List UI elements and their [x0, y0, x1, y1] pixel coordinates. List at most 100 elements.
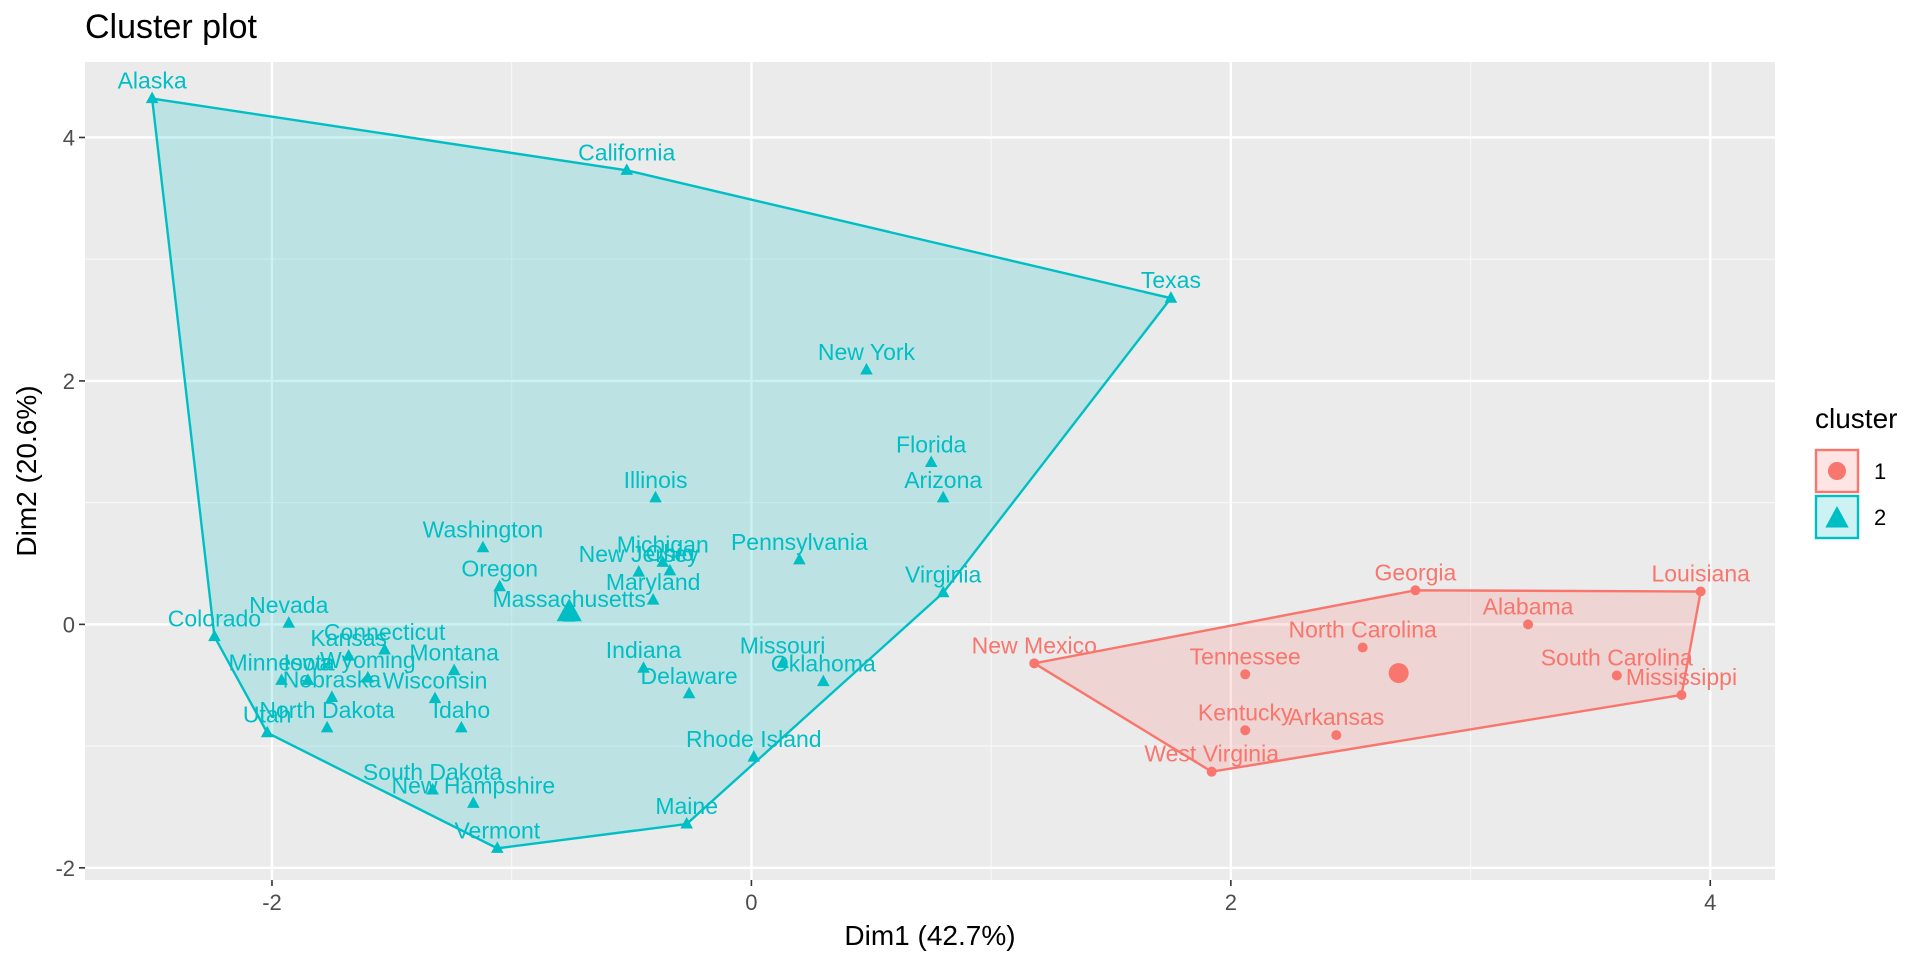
point-label: Montana — [409, 640, 499, 666]
cluster-hull-1 — [1031, 589, 1703, 773]
point-label: Connecticut — [324, 619, 446, 645]
point-marker — [924, 455, 938, 468]
point-marker — [632, 565, 646, 577]
point-label: Arizona — [904, 467, 982, 493]
point-label: New York — [818, 339, 916, 365]
point-marker — [208, 629, 221, 642]
x-tick-label: -2 — [262, 890, 282, 915]
data-points — [145, 91, 1706, 853]
point-label: Minnesota — [229, 649, 335, 675]
point-label: Utah — [243, 702, 292, 728]
point-marker — [493, 579, 507, 592]
point-marker — [637, 661, 650, 673]
legend: cluster 1 2 — [1814, 403, 1897, 540]
y-axis-title: Dim2 (20.6%) — [11, 385, 42, 556]
point-marker — [1611, 670, 1622, 681]
point-marker — [649, 490, 662, 503]
point-label: Illinois — [624, 467, 688, 493]
point-marker — [936, 585, 950, 598]
point-label: Ohio — [646, 540, 695, 566]
point-label: Missouri — [740, 632, 826, 658]
point-label: Florida — [896, 431, 967, 457]
point-label: North Dakota — [259, 697, 395, 723]
point-marker — [260, 725, 274, 738]
x-tick-label: 0 — [745, 890, 757, 915]
point-label: Alabama — [1483, 593, 1574, 619]
point-label: Colorado — [168, 606, 261, 632]
point-marker — [1206, 766, 1217, 777]
point-marker — [301, 673, 315, 685]
point-label: New Jersey — [579, 541, 700, 567]
point-label: California — [578, 139, 675, 165]
point-marker — [1523, 619, 1534, 630]
point-label: Arkansas — [1288, 704, 1384, 730]
point-marker — [1240, 725, 1251, 736]
x-tick-label: 2 — [1225, 890, 1237, 915]
point-marker — [491, 841, 504, 853]
point-label: Alaska — [118, 68, 187, 94]
legend-key — [1814, 494, 1860, 540]
point-marker — [447, 663, 461, 676]
point-label: Oklahoma — [771, 651, 876, 677]
legend-key-marker — [1825, 506, 1849, 528]
point-label: Nevada — [249, 592, 328, 618]
point-label: Georgia — [1375, 559, 1457, 585]
point-marker — [936, 490, 950, 503]
point-marker — [1357, 642, 1368, 653]
point-marker — [325, 690, 339, 702]
point-marker — [145, 91, 159, 104]
point-marker — [320, 720, 334, 733]
y-tick-label: 4 — [63, 125, 75, 150]
chart-title: Cluster plot — [85, 8, 258, 46]
point-marker — [620, 163, 634, 175]
point-label: Texas — [1141, 267, 1201, 293]
axes: -2 0 2 4 -2 0 2 4 — [55, 125, 1716, 915]
centroid-marker — [556, 598, 582, 622]
major-gridlines — [85, 62, 1775, 880]
point-label: Indiana — [606, 637, 682, 663]
point-label: Oregon — [461, 556, 538, 582]
point-label: Louisiana — [1651, 561, 1750, 587]
point-label: Delaware — [641, 663, 738, 689]
point-marker — [342, 649, 355, 661]
point-labels: Georgia Louisiana Alabama North Carolina Sou… — [118, 68, 1751, 844]
point-label: Nebraska — [283, 666, 382, 692]
point-marker — [1029, 658, 1040, 669]
point-marker — [426, 782, 439, 795]
panel-background — [85, 62, 1775, 880]
point-marker — [817, 674, 830, 687]
legend-key-marker — [1828, 462, 1846, 480]
point-marker — [793, 552, 806, 565]
point-marker — [1164, 291, 1178, 303]
point-marker — [1410, 585, 1421, 596]
point-marker — [476, 540, 490, 553]
legend-label: 2 — [1874, 505, 1886, 530]
point-label: New Mexico — [972, 632, 1097, 658]
y-tick-label: -2 — [55, 856, 75, 881]
point-label: Vermont — [454, 817, 540, 843]
y-tick-label: 0 — [63, 612, 75, 637]
x-axis-title: Dim1 (42.7%) — [844, 920, 1015, 951]
cluster-centroids — [556, 598, 1409, 684]
point-label: West Virginia — [1144, 741, 1279, 767]
point-label: Virginia — [905, 562, 981, 588]
point-marker — [1240, 669, 1251, 680]
point-label: New Hampshire — [392, 772, 556, 798]
point-label: Idaho — [433, 697, 491, 723]
point-marker — [378, 642, 391, 655]
point-label: Rhode Island — [686, 726, 822, 752]
point-marker — [275, 673, 288, 685]
point-label: Wisconsin — [383, 668, 488, 694]
point-label: Mississippi — [1626, 664, 1737, 690]
point-marker — [747, 750, 761, 762]
point-label: Kansas — [310, 625, 387, 651]
point-label: Maryland — [606, 569, 701, 595]
point-marker — [467, 796, 480, 808]
centroid-marker — [1388, 663, 1409, 684]
point-marker — [646, 593, 660, 605]
point-marker — [680, 817, 693, 829]
legend-title: cluster — [1815, 403, 1897, 434]
point-label: Washington — [423, 517, 544, 543]
point-label: Kentucky — [1198, 699, 1293, 725]
